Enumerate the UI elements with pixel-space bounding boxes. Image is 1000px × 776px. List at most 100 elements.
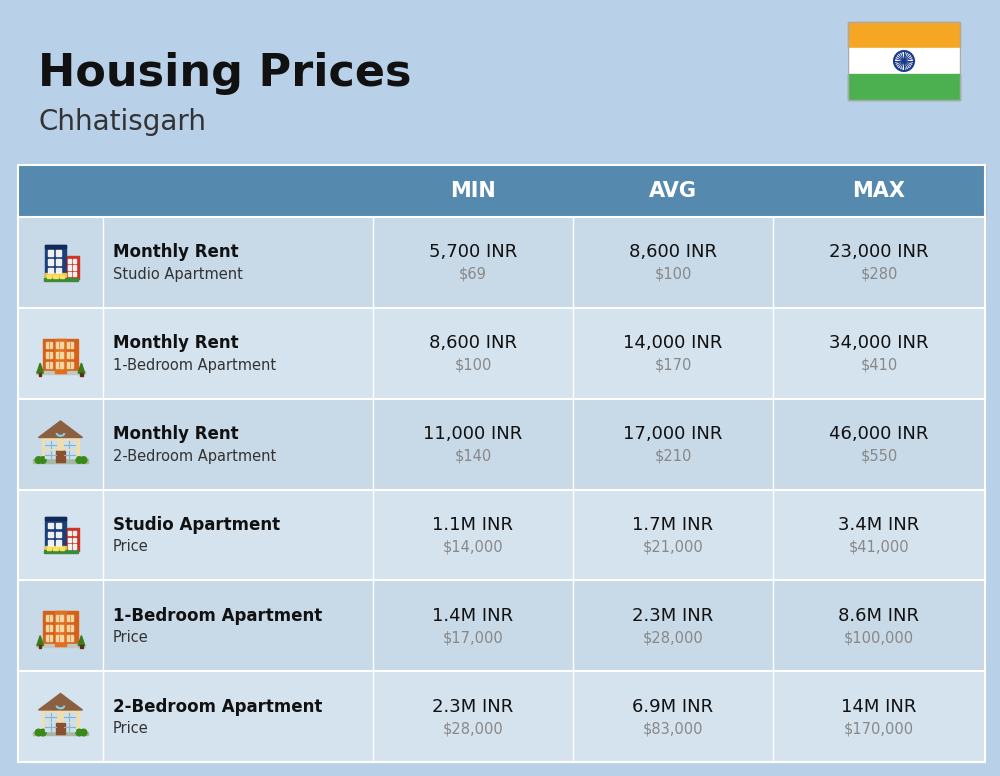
Bar [43,611,78,646]
Bar [48,540,53,546]
Text: 14,000 INR: 14,000 INR [623,334,723,352]
Bar [73,265,76,269]
Bar [45,244,66,248]
Text: $550: $550 [860,449,898,463]
Bar [848,22,960,48]
Text: $170,000: $170,000 [844,721,914,736]
Text: 1.1M INR: 1.1M INR [432,516,514,534]
Circle shape [40,457,46,463]
Circle shape [40,729,46,736]
Text: MAX: MAX [852,181,906,201]
Bar [42,438,79,462]
Bar [56,342,63,348]
Text: 8,600 INR: 8,600 INR [429,334,517,352]
Bar [64,451,75,459]
Bar [73,544,76,549]
Bar [56,251,60,256]
Text: $28,000: $28,000 [443,721,503,736]
Circle shape [80,729,87,736]
Bar [60,275,64,278]
Text: 3.4M INR: 3.4M INR [838,516,920,534]
Bar [45,244,66,279]
Bar [46,362,52,368]
Bar [18,217,985,308]
Bar [68,531,72,535]
Bar [45,713,56,721]
Bar [46,352,52,359]
Text: 23,000 INR: 23,000 INR [829,244,929,262]
Bar [45,518,66,552]
Text: 1.4M INR: 1.4M INR [432,607,514,625]
Bar [80,645,83,648]
Bar [39,372,41,376]
Bar [46,625,52,631]
Bar [68,265,72,269]
Bar [67,342,73,348]
Bar [64,723,75,731]
Bar [18,308,985,399]
Bar [73,538,76,542]
Polygon shape [38,421,82,438]
Polygon shape [37,636,43,646]
Bar [67,625,73,631]
Text: $28,000: $28,000 [643,630,703,646]
Circle shape [35,457,42,463]
Text: $83,000: $83,000 [643,721,703,736]
Text: Monthly Rent: Monthly Rent [113,334,239,352]
Bar [67,528,79,552]
Bar [33,732,88,736]
Text: $140: $140 [454,449,492,463]
Bar [44,278,78,281]
Polygon shape [37,363,43,373]
Bar [848,22,960,100]
Bar [55,339,66,373]
Bar [18,165,985,762]
Text: 8.6M INR: 8.6M INR [838,607,920,625]
Bar [45,518,66,520]
Bar [56,532,60,537]
Text: $100: $100 [654,267,692,282]
Text: Price: Price [113,630,149,646]
Text: 1-Bedroom Apartment: 1-Bedroom Apartment [113,358,276,372]
Bar [56,268,60,273]
Text: 1.7M INR: 1.7M INR [632,516,714,534]
Text: AVG: AVG [649,181,697,201]
Text: 11,000 INR: 11,000 INR [423,425,523,443]
Bar [53,275,58,278]
Text: $69: $69 [459,267,487,282]
Text: 5,700 INR: 5,700 INR [429,244,517,262]
Bar [56,625,63,631]
Circle shape [76,729,82,736]
Bar [55,611,66,646]
Text: $280: $280 [860,267,898,282]
Text: 2-Bedroom Apartment: 2-Bedroom Apartment [113,449,276,463]
Text: Chhatisgarh: Chhatisgarh [38,108,206,136]
Text: $100: $100 [454,358,492,372]
Text: 2.3M INR: 2.3M INR [632,607,714,625]
Text: Housing Prices: Housing Prices [38,52,412,95]
Text: $21,000: $21,000 [643,539,703,554]
Bar [44,550,78,553]
Bar [53,547,58,550]
Bar [67,362,73,368]
Text: 2-Bedroom Apartment: 2-Bedroom Apartment [113,698,322,715]
Bar [18,165,373,217]
Bar [18,580,985,671]
Bar [67,635,73,641]
Bar [73,531,76,535]
Text: Monthly Rent: Monthly Rent [113,425,239,443]
Polygon shape [78,636,85,646]
Bar [36,372,85,374]
Text: 46,000 INR: 46,000 INR [829,425,929,443]
Bar [46,615,52,621]
Bar [773,165,985,217]
Text: 34,000 INR: 34,000 INR [829,334,929,352]
Bar [67,256,79,279]
Bar [42,710,79,734]
Bar [18,490,985,580]
Text: $14,000: $14,000 [443,539,503,554]
Text: 2.3M INR: 2.3M INR [432,698,514,715]
Text: 17,000 INR: 17,000 INR [623,425,723,443]
Bar [73,258,76,263]
Bar [373,165,573,217]
